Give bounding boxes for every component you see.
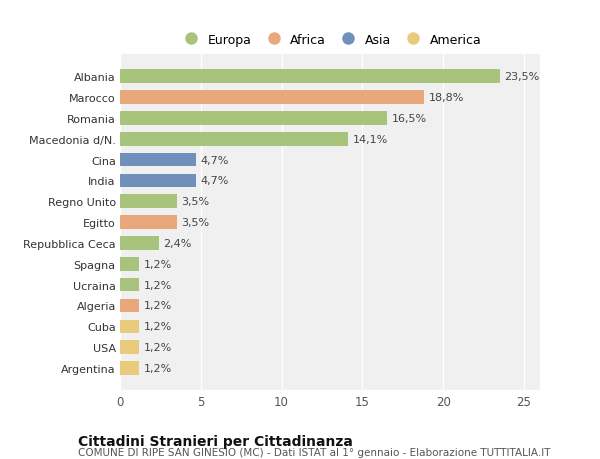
- Bar: [120, 112, 386, 125]
- Bar: [120, 216, 176, 230]
- Bar: [120, 320, 139, 333]
- Bar: [120, 237, 159, 250]
- Text: 3,5%: 3,5%: [181, 218, 209, 228]
- Text: 4,7%: 4,7%: [201, 176, 229, 186]
- Text: 2,4%: 2,4%: [164, 238, 192, 248]
- Text: Cittadini Stranieri per Cittadinanza: Cittadini Stranieri per Cittadinanza: [78, 434, 353, 448]
- Bar: [120, 195, 176, 208]
- Legend: Europa, Africa, Asia, America: Europa, Africa, Asia, America: [176, 31, 484, 49]
- Text: COMUNE DI RIPE SAN GINESIO (MC) - Dati ISTAT al 1° gennaio - Elaborazione TUTTIT: COMUNE DI RIPE SAN GINESIO (MC) - Dati I…: [78, 448, 551, 458]
- Text: 4,7%: 4,7%: [201, 155, 229, 165]
- Bar: [120, 153, 196, 167]
- Text: 18,8%: 18,8%: [428, 93, 464, 103]
- Bar: [120, 257, 139, 271]
- Text: 14,1%: 14,1%: [353, 134, 388, 145]
- Text: 1,2%: 1,2%: [144, 301, 172, 311]
- Bar: [120, 91, 424, 105]
- Bar: [120, 70, 500, 84]
- Text: 1,2%: 1,2%: [144, 280, 172, 290]
- Text: 3,5%: 3,5%: [181, 197, 209, 207]
- Text: 16,5%: 16,5%: [391, 114, 427, 123]
- Text: 1,2%: 1,2%: [144, 322, 172, 331]
- Bar: [120, 341, 139, 354]
- Bar: [120, 174, 196, 188]
- Bar: [120, 361, 139, 375]
- Text: 1,2%: 1,2%: [144, 363, 172, 373]
- Bar: [120, 299, 139, 313]
- Text: 23,5%: 23,5%: [505, 72, 540, 82]
- Text: 1,2%: 1,2%: [144, 342, 172, 353]
- Bar: [120, 133, 348, 146]
- Text: 1,2%: 1,2%: [144, 259, 172, 269]
- Bar: [120, 278, 139, 292]
